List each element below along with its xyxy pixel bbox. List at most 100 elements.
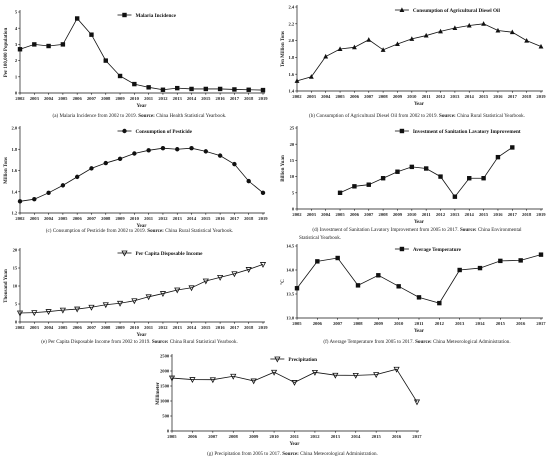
legend-marker	[399, 128, 405, 134]
data-point	[175, 85, 180, 91]
data-point	[452, 25, 458, 30]
caption-text: (d) Investment of Sanitation Lavatory Im…	[312, 226, 460, 233]
data-point	[538, 43, 544, 49]
data-point	[438, 174, 443, 179]
x-tick-label: 2016	[516, 321, 526, 326]
x-tick-label: 2002	[15, 216, 25, 221]
data-point	[174, 287, 181, 294]
y-axis-title: Millimeter	[156, 381, 161, 405]
data-point	[538, 252, 544, 257]
x-tick-label: 2008	[101, 96, 111, 101]
data-point	[423, 166, 429, 171]
data-point	[88, 304, 95, 311]
data-point	[246, 178, 251, 184]
x-tick-label: 2006	[188, 434, 198, 439]
x-tick-label: 2002	[292, 212, 302, 217]
data-point	[409, 36, 415, 41]
data-point	[308, 74, 314, 79]
x-tick-label: 2007	[333, 321, 343, 326]
x-tick-label: 2016	[493, 94, 503, 99]
x-tick-label: 2015	[372, 434, 382, 439]
data-point	[217, 86, 223, 92]
data-point	[335, 255, 340, 261]
x-tick-label: 2014	[187, 216, 197, 221]
y-tick-label: 20	[290, 142, 295, 147]
x-tick-label: 2012	[158, 96, 168, 101]
x-tick-label: 2006	[350, 212, 360, 217]
x-tick-label: 2004	[44, 96, 54, 101]
caption-source: China Rural Statistical Yearbook.	[456, 113, 525, 119]
x-tick-label: 2009	[374, 321, 384, 326]
x-tick-label: 2005	[335, 212, 345, 217]
data-point	[311, 369, 318, 376]
data-point	[46, 190, 51, 196]
data-point	[231, 271, 238, 278]
data-point	[74, 174, 80, 180]
x-tick-label: 2012	[436, 212, 446, 217]
x-tick-label: 2002	[15, 325, 25, 330]
y-tick-label: 1500	[160, 384, 170, 389]
data-point	[260, 190, 266, 196]
x-tick-label: 2011	[422, 212, 432, 217]
series-line	[296, 23, 542, 82]
caption-source-label: Source:	[147, 228, 164, 234]
data-point	[217, 274, 224, 281]
series-line	[339, 147, 513, 198]
y-tick-label: 1	[15, 74, 18, 79]
x-axis-title: Year	[414, 220, 425, 225]
x-tick-label: 2007	[87, 325, 97, 330]
x-tick-label: 2004	[44, 216, 54, 221]
data-point	[89, 166, 94, 171]
data-point	[498, 258, 503, 264]
y-tick-label: 5	[15, 10, 18, 15]
y-tick-label: 1.8	[288, 55, 294, 60]
x-tick-label: 2018	[244, 96, 254, 101]
data-point	[323, 53, 329, 59]
y-tick-label: 13.5	[286, 292, 295, 297]
data-point	[45, 309, 52, 316]
legend-label: Consumption of Agricultural Diesel Oil	[413, 8, 501, 14]
legend-marker	[122, 12, 127, 18]
y-tick-label: 10	[290, 174, 295, 179]
x-tick-label: 2017	[230, 96, 240, 101]
chart-f: 13.0 13.5 14.0 14.5 2005 2006 2007 2008 2009 2010…	[281, 244, 546, 345]
x-tick-label: 2011	[422, 94, 432, 99]
x-tick-label: 2007	[364, 94, 374, 99]
y-tick-label: 10	[13, 284, 18, 289]
caption-source: China Meteorological Administration.	[432, 339, 511, 345]
data-point	[32, 196, 37, 202]
legend-marker	[399, 246, 405, 252]
caption-source-label: Source:	[460, 227, 477, 233]
caption-source: China Environmental	[477, 227, 523, 233]
x-tick-label: 2010	[407, 94, 417, 99]
x-tick-label: 2003	[307, 94, 317, 99]
caption-text: (a) Malaria Incidence from 2002 to 2019.	[53, 112, 139, 119]
figure-caption: (b) Consumption of Agricultural Diesel O…	[309, 112, 525, 119]
data-point	[395, 169, 400, 174]
caption-text-line2: Statistical Yearbook.	[299, 235, 341, 241]
x-tick-label: 2002	[292, 94, 302, 99]
x-tick-label: 2016	[493, 212, 503, 217]
x-tick-label: 2019	[258, 96, 268, 101]
x-tick-label: 2011	[144, 325, 154, 330]
x-tick-label: 2011	[290, 434, 300, 439]
caption-source-label: Source:	[152, 339, 169, 345]
data-point	[423, 32, 429, 38]
x-tick-label: 2009	[115, 96, 125, 101]
data-point	[131, 298, 138, 305]
chart-a: 0 1 2 3 4 5 2002 2003 2004 2005 2006 2007 2008 2009 20…	[4, 10, 268, 119]
x-tick-label: 2005	[58, 216, 68, 221]
x-tick-label: 2010	[269, 434, 279, 439]
caption-source: China Rural Statistical Yearbook.	[168, 339, 237, 345]
y-tick-label: 2.2	[288, 21, 294, 26]
y-tick-label: 2.4	[288, 5, 294, 10]
data-point	[509, 29, 515, 35]
legend-label: Malaria Incidence	[135, 13, 176, 19]
x-tick-label: 2010	[130, 325, 140, 330]
data-point	[416, 295, 422, 300]
x-axis-title: Year	[290, 442, 301, 447]
data-point	[189, 377, 196, 384]
data-point	[117, 73, 123, 79]
y-tick-label: 0	[15, 91, 18, 96]
legend-marker	[399, 7, 405, 12]
